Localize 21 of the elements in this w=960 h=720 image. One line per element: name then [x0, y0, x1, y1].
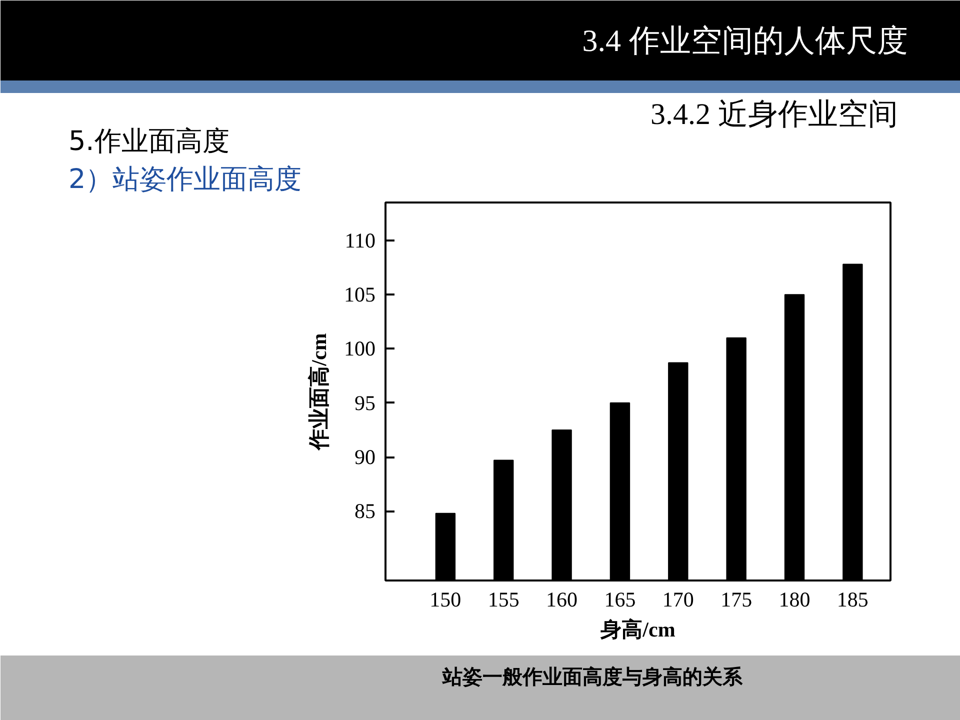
- text: 5.作业面高度: [68, 126, 230, 157]
- x-tick-label: 170: [662, 588, 694, 612]
- y-tick-label: 110: [344, 228, 376, 252]
- x-tick-label: 180: [778, 588, 810, 612]
- x-tick-label: 185: [836, 588, 868, 612]
- x-tick-label: 175: [720, 588, 752, 612]
- text: 2）站姿作业面高度: [68, 164, 302, 195]
- x-tick-label: 165: [604, 588, 636, 612]
- y-tick-label: 90: [354, 445, 376, 470]
- chart-title: 3.4 作业空间的人体尺度: [582, 23, 908, 58]
- chart-subtitle: 3.4.2 近身作业空间: [650, 98, 898, 131]
- text: 站姿一般作业面高度与身高的关系: [442, 664, 744, 688]
- x-tick-label: 155: [488, 588, 520, 612]
- x-tick-label: 150: [430, 588, 462, 612]
- y-tick-label: 95: [354, 390, 376, 415]
- x-tick-label: 160: [546, 588, 578, 612]
- y-axis-title: 作业面高/cm: [307, 332, 331, 451]
- y-tick-label: 105: [344, 282, 376, 307]
- x-axis-title: 身高/cm: [600, 618, 676, 642]
- y-tick-label: 100: [344, 336, 376, 361]
- y-tick-label: 85: [354, 499, 376, 524]
